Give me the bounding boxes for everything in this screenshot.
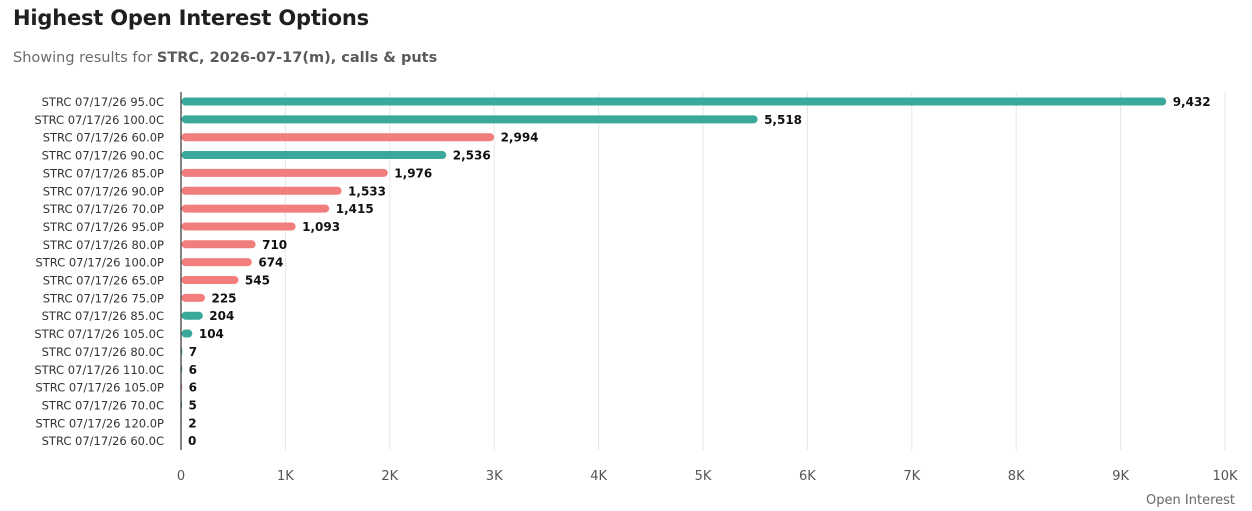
value-label: 674 (258, 256, 283, 270)
bar-put[interactable] (181, 240, 256, 249)
bar-put[interactable] (181, 258, 252, 267)
bar-call[interactable] (181, 347, 183, 356)
x-tick-label: 5K (695, 469, 712, 484)
x-tick-label: 10K (1212, 469, 1238, 484)
value-label: 6 (189, 381, 197, 395)
bar-call[interactable] (181, 329, 193, 338)
value-label: 2,994 (501, 131, 539, 145)
x-tick-label: 4K (590, 469, 607, 484)
value-label: 104 (199, 327, 224, 341)
category-label: STRC 07/17/26 65.0P (43, 274, 164, 288)
value-label: 9,432 (1173, 95, 1211, 109)
x-tick-label: 8K (1008, 469, 1025, 484)
category-label: STRC 07/17/26 100.0C (34, 113, 164, 127)
category-label: STRC 07/17/26 95.0C (42, 95, 164, 109)
x-tick-label: 6K (799, 469, 816, 484)
category-label: STRC 07/17/26 70.0C (42, 398, 164, 412)
x-tick-label: 7K (903, 469, 920, 484)
value-label: 1,415 (336, 202, 374, 216)
x-tick-label: 0 (177, 469, 185, 484)
value-label: 7 (189, 345, 197, 359)
chart-subtitle: Showing results for STRC, 2026-07-17(m),… (13, 50, 437, 66)
category-label: STRC 07/17/26 90.0C (42, 149, 164, 163)
value-label: 2 (188, 416, 196, 430)
bar-put[interactable] (181, 133, 495, 142)
bar-call[interactable] (181, 400, 183, 409)
value-labels: 9,432 5,518 2,994 2,536 1,976 1,533 1,415 1,093… (188, 95, 1211, 448)
category-label: STRC 07/17/26 70.0P (43, 202, 164, 216)
category-label: STRC 07/17/26 80.0P (43, 238, 164, 252)
category-label: STRC 07/17/26 100.0P (35, 256, 164, 270)
value-label: 1,533 (348, 184, 386, 198)
bar-call[interactable] (181, 97, 1167, 106)
category-label: STRC 07/17/26 60.0C (42, 434, 164, 448)
x-tick-label: 3K (486, 469, 503, 484)
bar-call[interactable] (181, 115, 758, 124)
bar-put[interactable] (181, 168, 388, 177)
value-label: 204 (209, 309, 234, 323)
bar-put[interactable] (181, 186, 342, 195)
subtitle-prefix: Showing results for (13, 50, 157, 66)
value-label: 1,093 (302, 220, 340, 234)
category-label: STRC 07/17/26 80.0C (42, 345, 164, 359)
bar-put[interactable] (181, 276, 239, 284)
category-label: STRC 07/17/26 90.0P (43, 184, 164, 198)
chart-title: Highest Open Interest Options (13, 6, 369, 30)
category-label: STRC 07/17/26 110.0C (34, 363, 164, 377)
category-labels: STRC 07/17/26 95.0C STRC 07/17/26 100.0C S… (34, 95, 164, 448)
category-label: STRC 07/17/26 105.0C (34, 327, 164, 341)
value-label: 2,536 (453, 149, 491, 163)
bar-put[interactable] (181, 222, 296, 231)
x-axis-title: Open Interest (1146, 493, 1235, 508)
bar-call[interactable] (181, 311, 203, 320)
category-label: STRC 07/17/26 105.0P (35, 381, 164, 395)
x-tick-label: 1K (277, 469, 294, 484)
grid-lines (284, 92, 1226, 450)
x-tick-label: 2K (381, 469, 398, 484)
value-label: 710 (262, 238, 287, 252)
value-label: 6 (189, 363, 197, 377)
bar-put[interactable] (181, 293, 205, 302)
bar-call[interactable] (181, 365, 183, 374)
category-label: STRC 07/17/26 85.0C (42, 309, 164, 323)
bar-call[interactable] (181, 151, 447, 160)
value-label: 1,976 (394, 166, 432, 180)
category-label: STRC 07/17/26 75.0P (43, 291, 164, 305)
category-label: STRC 07/17/26 120.0P (35, 416, 164, 430)
bars (181, 97, 1167, 427)
value-label: 225 (211, 291, 236, 305)
value-label: 5 (189, 398, 197, 412)
value-label: 0 (188, 434, 196, 448)
x-tick-labels: 0 1K 2K 3K 4K 5K 6K 7K 8K 9K 10K (177, 469, 1238, 484)
category-label: STRC 07/17/26 60.0P (43, 131, 164, 145)
subtitle-selection: STRC, 2026-07-17(m), calls & puts (156, 50, 438, 66)
bar-put[interactable] (181, 204, 330, 213)
category-label: STRC 07/17/26 85.0P (43, 166, 164, 180)
value-label: 545 (245, 274, 270, 288)
category-label: STRC 07/17/26 95.0P (43, 220, 164, 234)
value-label: 5,518 (764, 113, 802, 127)
x-tick-label: 9K (1112, 469, 1129, 484)
bar-put[interactable] (181, 383, 183, 392)
